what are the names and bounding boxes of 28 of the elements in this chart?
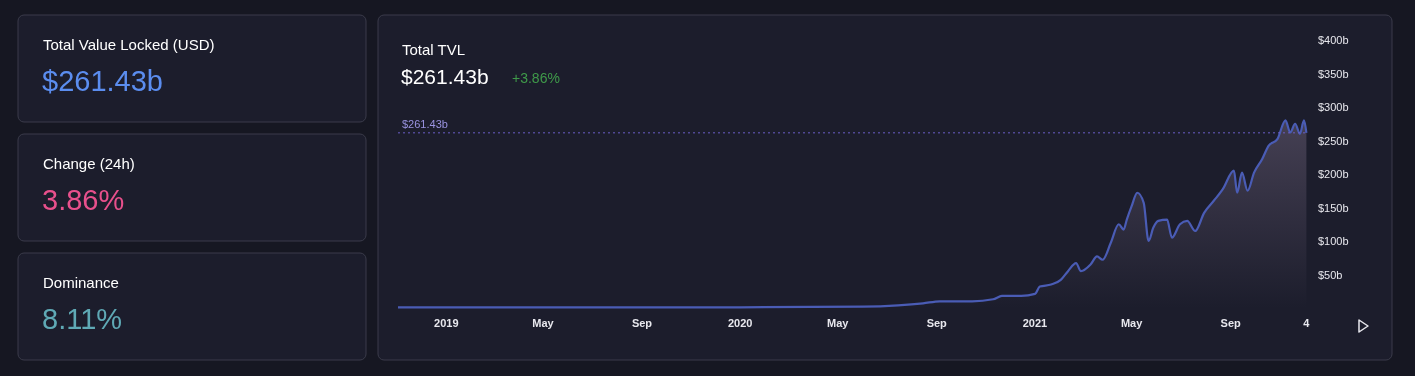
y-tick-label: $350b — [1318, 67, 1349, 80]
x-tick-label: 2020 — [728, 317, 753, 329]
x-tick-label: Sep — [631, 317, 653, 329]
x-tick-label: May — [827, 317, 850, 329]
chart-title: Total TVL — [402, 41, 466, 58]
ref-line-label: $261.43b — [402, 117, 448, 130]
y-tick-label: $150b — [1318, 201, 1349, 214]
text: $261.43b — [42, 65, 163, 97]
text: Dominance — [43, 274, 119, 291]
text: $261.43b — [401, 65, 489, 88]
y-tick-label: $200b — [1318, 168, 1349, 180]
text: Change (24h) — [43, 155, 135, 172]
x-tick-label: 4 — [1303, 317, 1311, 329]
text: 3.86% — [42, 184, 125, 216]
y-tick-label: $300b — [1318, 101, 1349, 113]
text: Total Value Locked (USD) — [43, 36, 215, 53]
y-tick-label: $400b — [1318, 34, 1349, 46]
annotation: +3.86% — [512, 70, 560, 86]
x-tick-label: Sep — [926, 317, 948, 329]
y-tick-label: $100b — [1318, 235, 1349, 247]
x-tick-label: 2021 — [1022, 317, 1048, 329]
y-tick-label: $50b — [1318, 268, 1343, 281]
x-tick-label: Sep — [1220, 317, 1242, 329]
text: 8.11% — [42, 303, 123, 335]
x-tick-label: 2019 — [434, 317, 459, 329]
y-tick-label: $250b — [1318, 134, 1349, 147]
x-tick-label: May — [532, 317, 555, 329]
x-tick-label: May — [1120, 317, 1144, 329]
